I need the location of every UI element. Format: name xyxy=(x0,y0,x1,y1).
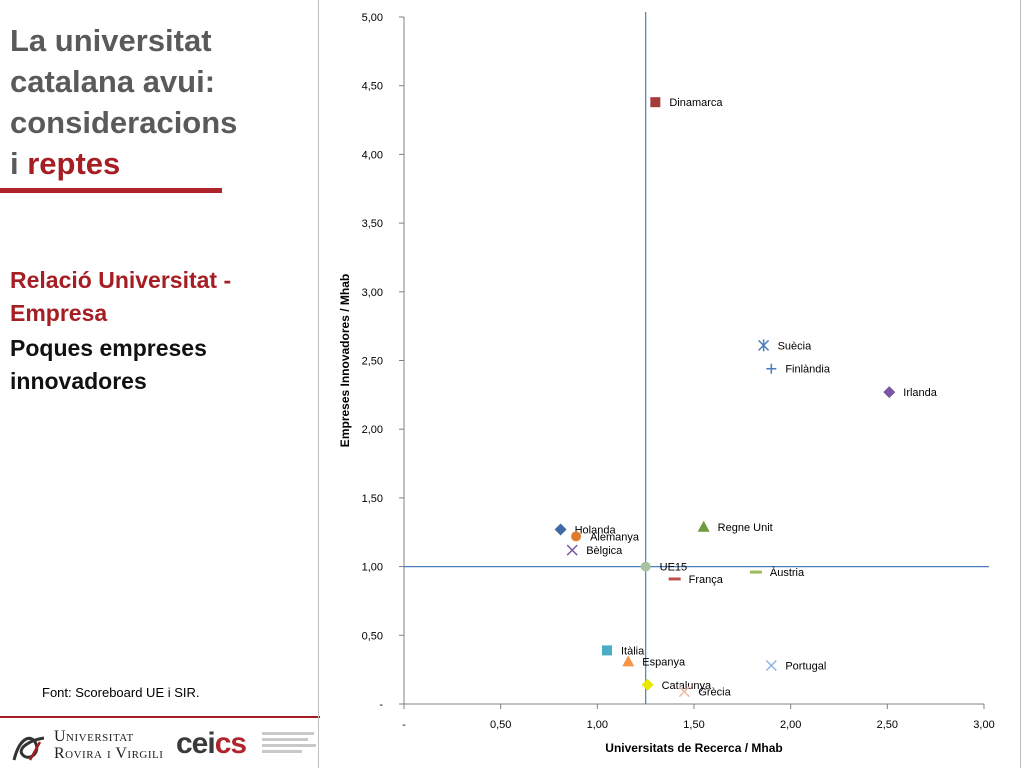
x-tick-label: 3,00 xyxy=(973,719,994,731)
section-subtext: Poques empreses innovadores xyxy=(10,335,207,394)
scatter-chart: - 0,50 1,00 1,50 2,00 2,50 3,00 3,50 4,00 4,50 5,0… xyxy=(338,12,995,755)
data-point-regne-unit xyxy=(697,520,710,532)
cei-logo-part-a: cei xyxy=(176,727,216,760)
y-tick-label: 2,50 xyxy=(362,356,383,368)
title-line-3: consideracions xyxy=(10,105,238,140)
x-tick-label: - xyxy=(402,719,406,731)
source-note: Font: Scoreboard UE i SIR. xyxy=(42,685,200,700)
section-subheading: Relació Universitat - Empresa xyxy=(10,267,232,326)
footer-divider xyxy=(0,716,320,718)
data-point-irlanda xyxy=(883,386,896,399)
data-label-it-lia: Itàlia xyxy=(621,645,645,657)
data-label-dinamarca: Dinamarca xyxy=(669,97,723,109)
cei-logo-tagline xyxy=(262,732,320,762)
x-axis-title: Universitats de Recerca / Mhab xyxy=(605,741,782,755)
data-label-fran-a: França xyxy=(689,574,724,586)
university-name-line-1: Universitat xyxy=(54,728,134,745)
y-tick-label: 5,00 xyxy=(362,12,383,24)
data-label-catalunya: Catalunya xyxy=(662,680,712,692)
data-label-alemanya: Alemanya xyxy=(590,531,640,543)
x-tick-label: 1,50 xyxy=(683,719,704,731)
y-tick-label: - xyxy=(379,699,383,711)
data-point-su-cia xyxy=(758,339,770,352)
data-point-dinamarca xyxy=(650,97,661,108)
sidebar: La universitat catalana avui: considerac… xyxy=(0,0,300,768)
data-point-fran-a xyxy=(668,577,681,581)
y-tick-label: 4,00 xyxy=(362,149,383,161)
data-label-b-lgica: Bèlgica xyxy=(586,545,623,557)
title-underline xyxy=(0,188,222,193)
data-point-gr-cia xyxy=(678,686,690,698)
university-name-line-2: Rovira i Virgili xyxy=(54,745,164,762)
data-label-finl-ndia: Finlàndia xyxy=(785,364,831,376)
cei-logo: ceics xyxy=(176,727,247,760)
y-tick-label: 3,50 xyxy=(362,218,383,230)
data-label-holanda: Holanda xyxy=(575,525,617,537)
y-tick-label: 0,50 xyxy=(362,630,383,642)
data-label-ue15: UE15 xyxy=(660,562,688,574)
data-label-portugal: Portugal xyxy=(785,661,826,673)
data-label-irlanda: Irlanda xyxy=(903,387,938,399)
cei-logo-part-b: cs xyxy=(214,727,247,760)
data-point-it-lia xyxy=(602,645,612,656)
data-point-catalunya xyxy=(641,678,654,691)
data-label-espanya: Espanya xyxy=(642,656,686,668)
data-label--ustria: Àustria xyxy=(770,566,805,579)
data-point-holanda xyxy=(554,523,567,536)
data-label-gr-cia: Grècia xyxy=(698,687,731,699)
x-tick-label: 0,50 xyxy=(490,719,511,731)
title-line-4-prefix: i xyxy=(10,146,28,181)
y-axis-title: Empreses Innovadores / Mhab xyxy=(338,274,352,447)
title-line-2: catalana avui: xyxy=(10,64,216,99)
data-point-b-lgica xyxy=(566,544,578,556)
data-label-su-cia: Suècia xyxy=(778,340,813,352)
y-tick-label: 1,00 xyxy=(362,562,383,574)
y-tick-label: 4,50 xyxy=(362,81,383,93)
data-point-ue15 xyxy=(640,561,651,572)
university-logo-icon xyxy=(12,736,45,761)
chart-frame: - 0,50 1,00 1,50 2,00 2,50 3,00 3,50 4,00 4,50 5,0… xyxy=(318,0,1021,768)
x-tick-label: 2,50 xyxy=(877,719,898,731)
footer-logos: Universitat Rovira i Virgili ceics xyxy=(0,722,320,768)
x-tick-label: 2,00 xyxy=(780,719,801,731)
page-title: La universitat catalana avui: considerac… xyxy=(10,20,310,184)
university-name: Universitat Rovira i Virgili xyxy=(54,728,163,762)
data-point-espanya xyxy=(622,655,635,667)
data-point--ustria xyxy=(749,570,762,574)
y-tick-label: 1,50 xyxy=(362,493,383,505)
data-point-finl-ndia xyxy=(766,363,777,374)
x-tick-label: 1,00 xyxy=(587,719,608,731)
data-label-regne-unit: Regne Unit xyxy=(718,522,773,534)
y-tick-label: 2,00 xyxy=(362,424,383,436)
data-point-alemanya xyxy=(571,531,582,542)
data-point-portugal xyxy=(765,659,777,672)
y-tick-label: 3,00 xyxy=(362,287,383,299)
title-line-1: La universitat xyxy=(10,23,212,58)
title-accent-word: reptes xyxy=(27,146,121,181)
